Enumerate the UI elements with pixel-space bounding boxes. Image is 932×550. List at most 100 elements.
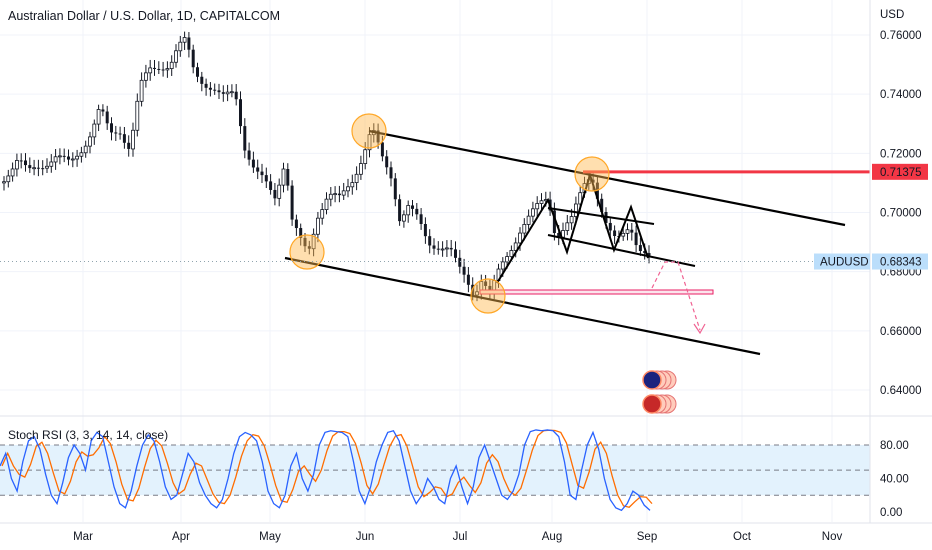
candle — [110, 117, 113, 141]
candle-body-down — [419, 214, 423, 225]
candle-body-down — [196, 67, 199, 77]
candle-body-down — [462, 266, 466, 275]
candle — [419, 208, 423, 230]
candle — [273, 182, 277, 206]
price-tick-label: 0.68000 — [880, 267, 922, 279]
candle — [286, 163, 290, 191]
candle — [539, 193, 544, 212]
candle-body-up — [92, 123, 97, 138]
candle — [45, 158, 49, 173]
candle-body-up — [148, 67, 153, 74]
candle — [432, 238, 436, 255]
candle — [466, 267, 470, 293]
candle — [200, 71, 204, 92]
candle — [92, 119, 97, 145]
candle — [320, 203, 325, 225]
price-tick-label: 0.74000 — [880, 89, 922, 101]
candle-body-up — [401, 214, 406, 222]
candle — [239, 91, 242, 134]
candle-body-up — [315, 217, 320, 235]
candle-body-up — [139, 79, 144, 102]
projection-arrowhead — [693, 323, 706, 335]
indicator-title: Stoch RSI (3, 3, 14, 14, close) — [8, 428, 169, 442]
candle-body-down — [299, 228, 303, 238]
candle-body-down — [415, 208, 419, 215]
candle-body-up — [354, 173, 359, 184]
candle-body-up — [70, 158, 75, 161]
candle-body-down — [101, 109, 105, 112]
candle-body-down — [303, 237, 307, 247]
candle-body-down — [153, 67, 156, 69]
candle-body-up — [83, 145, 88, 154]
candle-body-up — [10, 168, 15, 177]
swing-circle — [289, 234, 325, 270]
symbol-label: AUDUSD — [820, 257, 869, 269]
candle — [328, 187, 333, 207]
candle — [350, 174, 355, 195]
candle — [363, 142, 368, 170]
candle-body-down — [247, 150, 251, 160]
candle — [62, 148, 66, 163]
candle — [169, 55, 174, 76]
candle — [454, 241, 457, 263]
candle — [621, 227, 626, 241]
candle-body-down — [552, 210, 556, 234]
price-tick-label: 0.70000 — [880, 208, 922, 220]
candle-body-up — [281, 168, 286, 186]
candle-body-up — [169, 61, 174, 69]
candle — [229, 84, 234, 98]
candle-body-up — [58, 155, 62, 158]
candle-body-down — [385, 156, 389, 168]
candle-body-up — [350, 182, 355, 188]
candle — [178, 35, 183, 57]
candle-body-up — [178, 41, 183, 52]
candle-body-up — [526, 215, 531, 225]
candle-body-up — [165, 68, 170, 71]
candle — [148, 59, 153, 81]
date-tick-label: Sep — [637, 531, 657, 543]
candle-body-down — [239, 99, 242, 127]
candle-body-up — [96, 109, 101, 125]
candle-body-down — [630, 229, 634, 233]
candle-body-up — [32, 167, 36, 170]
candle-body-down — [208, 87, 212, 90]
candle-body-down — [449, 247, 453, 250]
candle — [358, 155, 363, 180]
candle-body-up — [578, 192, 583, 205]
candle-body-up — [341, 190, 346, 196]
candle-body-up — [406, 205, 411, 216]
us-flag-icon — [642, 394, 677, 414]
candle-body-up — [358, 163, 363, 175]
candle-body-down — [411, 205, 414, 209]
candle — [277, 178, 282, 207]
candle — [187, 32, 191, 58]
rsi-tick-label: 0.00 — [880, 507, 902, 519]
current-price-badge — [872, 253, 928, 270]
candle — [213, 83, 217, 95]
candle-body-down — [380, 142, 384, 157]
candle — [307, 240, 311, 255]
current-price-label: 0.68343 — [880, 257, 922, 269]
candle-body-down — [634, 232, 638, 246]
candle — [475, 284, 479, 302]
candle — [376, 123, 380, 149]
candle-body-up — [45, 165, 49, 169]
grid — [0, 0, 870, 522]
candle — [440, 241, 445, 257]
candle-body-down — [204, 83, 208, 88]
candle-body-down — [647, 253, 651, 256]
candle — [114, 125, 118, 141]
candle — [638, 237, 642, 256]
candle — [14, 153, 19, 177]
candle-body-down — [36, 167, 40, 169]
flag-face — [642, 370, 662, 390]
candle-body-up — [625, 229, 630, 234]
candle — [256, 159, 260, 180]
candle-body-up — [75, 155, 79, 160]
candle — [625, 223, 630, 241]
candle — [462, 258, 466, 283]
date-tick-label: Nov — [822, 531, 843, 543]
candle-body-down — [613, 230, 617, 237]
